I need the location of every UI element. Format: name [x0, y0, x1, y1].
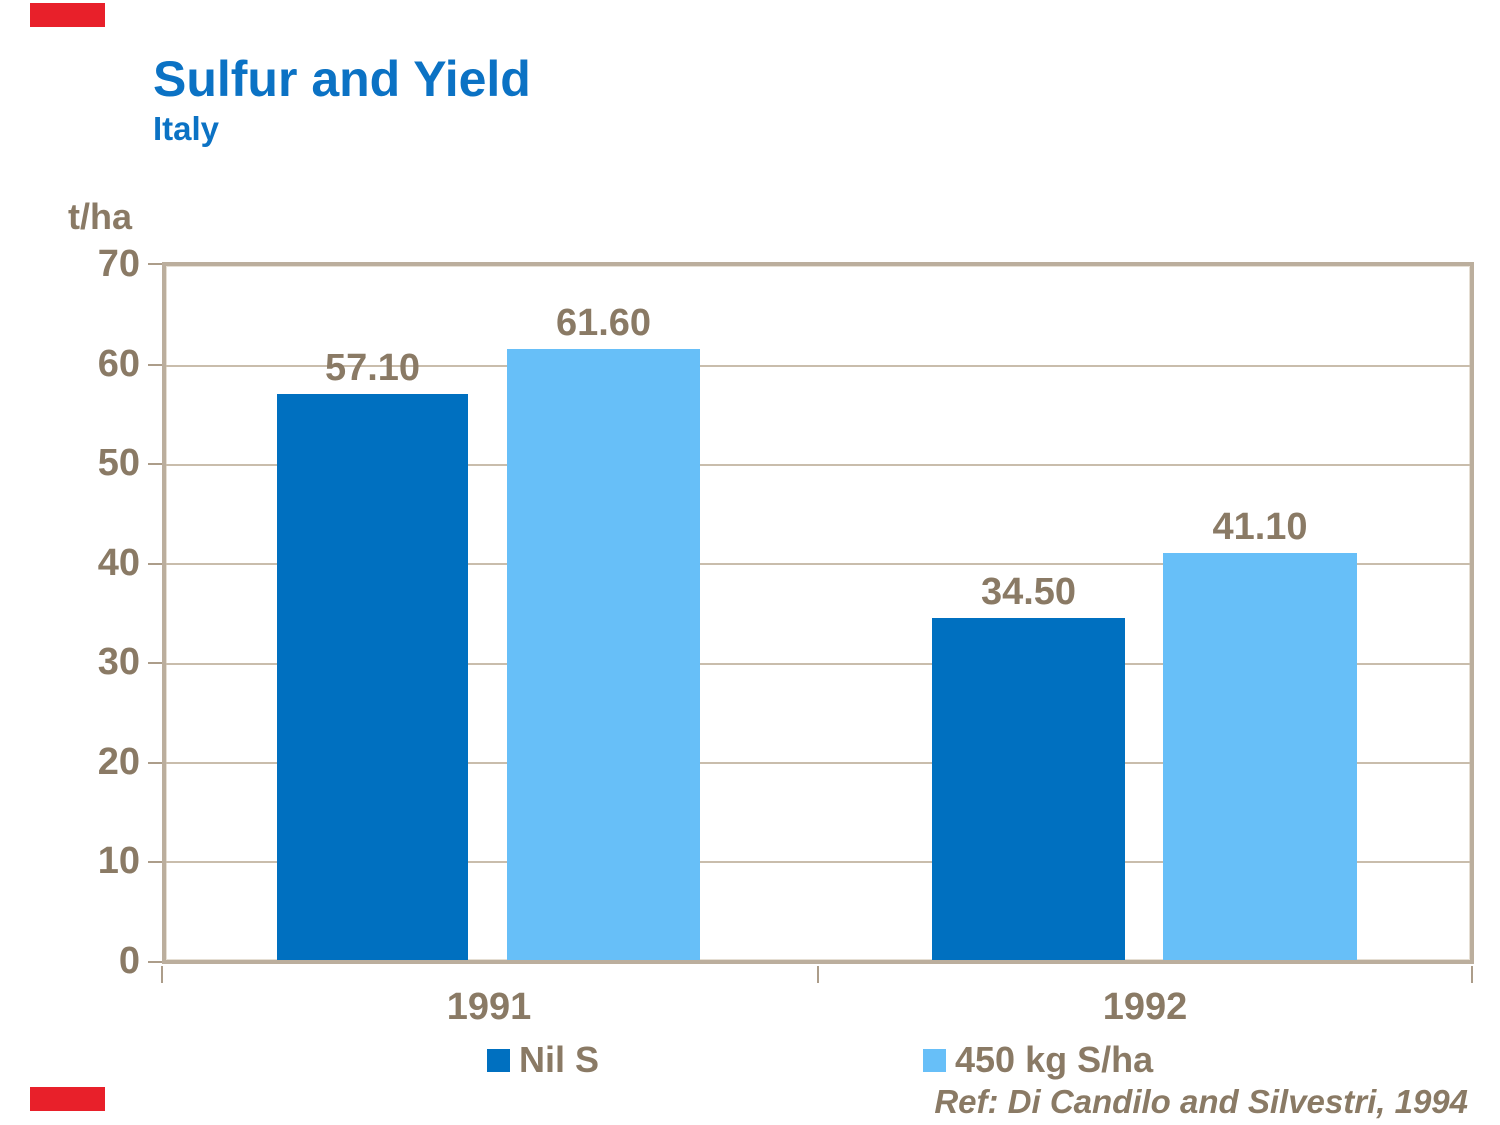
y-tick-label: 30 [97, 641, 140, 683]
y-tick-label: 10 [97, 840, 140, 882]
y-tick-label: 40 [97, 542, 140, 584]
bar-1992-nil-s [932, 618, 1125, 960]
y-tick-label: 20 [97, 741, 140, 783]
x-category-label-1992: 1992 [1102, 986, 1188, 1028]
gridline-10 [166, 861, 1470, 863]
legend-label-450kg: 450 kg S/ha [955, 1039, 1154, 1080]
legend-item-nil-s: Nil S [487, 1040, 599, 1080]
legend-item-450kg: 450 kg S/ha [923, 1040, 1153, 1080]
red-corner-mark-top [30, 3, 105, 27]
y-tick-mark [148, 762, 162, 764]
y-tick-label: 0 [118, 940, 140, 982]
x-tick-mark [1471, 966, 1473, 983]
x-tick-mark [817, 966, 819, 983]
bar-group-1991-nil-s: 57.10 [277, 266, 468, 960]
bar-group-1992-nil-s: 34.50 [932, 266, 1125, 960]
y-tick-mark [148, 263, 162, 265]
y-tick-label: 70 [97, 243, 140, 285]
y-tick-mark [148, 463, 162, 465]
y-axis-unit-label: t/ha [68, 196, 133, 237]
y-tick-label: 50 [97, 442, 140, 484]
y-tick-mark [148, 563, 162, 565]
legend-swatch-450kg [923, 1048, 946, 1072]
bar-value-label: 61.60 [555, 302, 652, 344]
chart-plot-area: 57.10 61.60 34.50 41.10 [162, 262, 1474, 964]
y-tick-mark [148, 662, 162, 664]
bar-1992-450kg [1163, 553, 1357, 960]
y-tick-label: 60 [97, 343, 140, 385]
bar-group-1992-450kg: 41.10 [1163, 266, 1357, 960]
y-tick-mark [148, 364, 162, 366]
bar-value-label: 34.50 [980, 571, 1077, 613]
bar-1991-nil-s [277, 394, 468, 960]
gridline-20 [166, 762, 1470, 764]
bar-1991-450kg [507, 349, 700, 960]
y-tick-mark [148, 961, 162, 963]
x-tick-mark [161, 966, 163, 983]
bar-value-label: 41.10 [1212, 506, 1308, 548]
bar-group-1991-450kg: 61.60 [507, 266, 700, 960]
gridline-60 [166, 365, 1470, 367]
page-subtitle: Italy [153, 110, 220, 147]
gridline-40 [166, 563, 1470, 565]
page-title: Sulfur and Yield [153, 51, 531, 107]
gridline-30 [166, 663, 1470, 665]
y-tick-mark [148, 861, 162, 863]
x-category-label-1991: 1991 [446, 986, 532, 1028]
gridline-50 [166, 464, 1470, 466]
red-corner-mark-bottom [30, 1087, 105, 1111]
legend-label-nil-s: Nil S [519, 1039, 600, 1080]
legend-swatch-nil-s [487, 1048, 510, 1072]
bar-value-label: 57.10 [324, 347, 421, 389]
reference-citation: Ref: Di Candilo and Silvestri, 1994 [934, 1083, 1468, 1120]
